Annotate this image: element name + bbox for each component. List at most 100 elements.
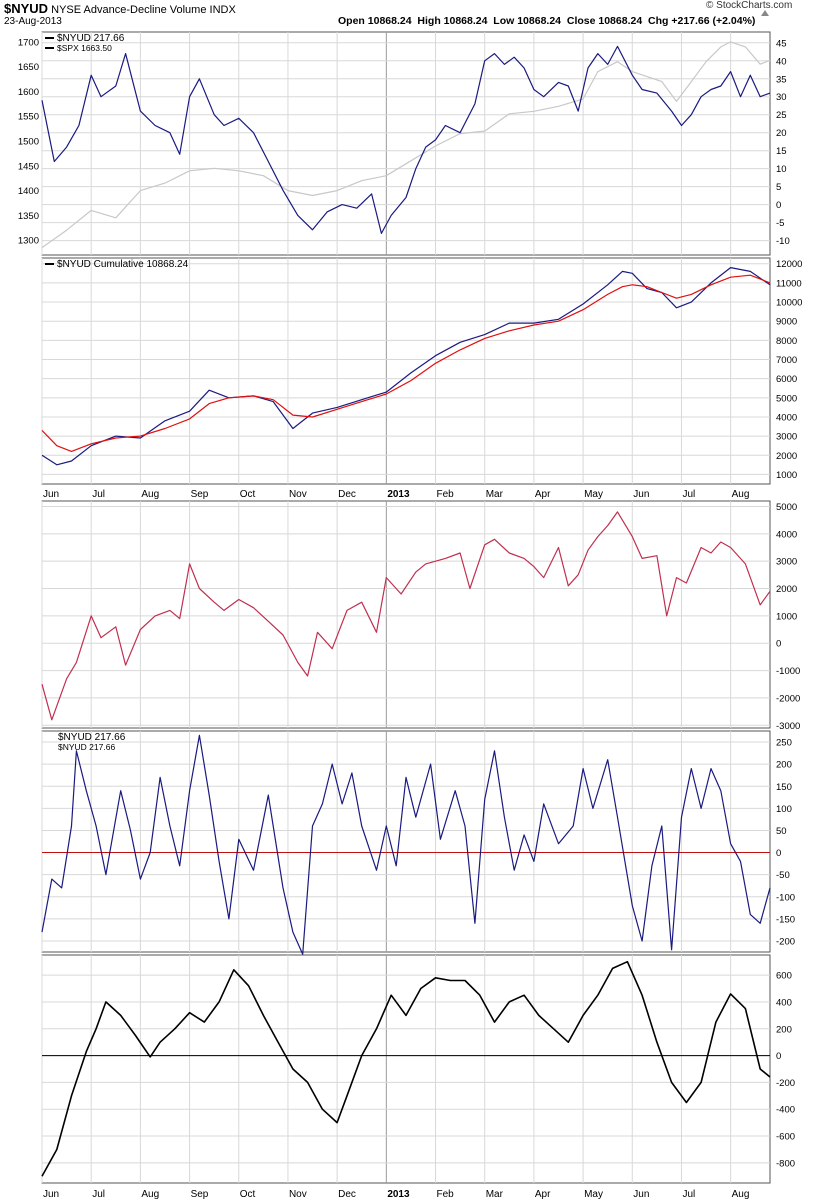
right-axis-tick: 30 <box>776 92 787 103</box>
right-axis-tick: 50 <box>776 826 787 837</box>
series-line--spx <box>41 41 771 249</box>
right-axis-tick: 600 <box>776 971 792 982</box>
left-axis-tick: 1500 <box>18 137 39 148</box>
brand-watermark: © StockCharts.com <box>706 0 793 11</box>
right-axis-tick: -150 <box>776 914 795 925</box>
right-axis-tick: 5000 <box>776 393 797 404</box>
right-axis-tick: 45 <box>776 38 787 49</box>
chart-date: 23-Aug-2013 <box>4 16 62 27</box>
panel-frame <box>41 730 771 953</box>
right-axis-tick: 6000 <box>776 374 797 385</box>
right-axis-tick: -200 <box>776 1078 795 1089</box>
right-axis-tick: -800 <box>776 1158 795 1169</box>
legend-entry: $SPX 1663.50 <box>57 43 112 53</box>
left-axis-tick: 1300 <box>18 236 39 247</box>
low-value: 10868.24 <box>517 15 562 27</box>
series-line--nyud <box>41 734 771 955</box>
right-axis-tick: 1000 <box>776 470 797 481</box>
right-axis-tick: 5 <box>776 182 781 193</box>
right-axis-tick: -1000 <box>776 666 800 677</box>
high-value: 10868.24 <box>443 15 488 27</box>
panel-frame <box>41 954 771 1184</box>
x-axis-tick: Feb <box>437 489 455 500</box>
x-axis-tick: Aug <box>141 1189 159 1200</box>
right-axis-tick: 150 <box>776 782 792 793</box>
right-axis-tick: 15 <box>776 146 787 157</box>
x-axis-tick: Aug <box>732 1189 750 1200</box>
right-axis-tick: -2000 <box>776 693 800 704</box>
left-axis-tick: 1650 <box>18 62 39 73</box>
right-axis-tick: 35 <box>776 74 787 85</box>
x-axis-tick: Jul <box>682 489 695 500</box>
x-axis-tick: Feb <box>437 1189 455 1200</box>
left-axis-tick: 1700 <box>18 37 39 48</box>
high-label: High <box>417 15 441 27</box>
right-axis-tick: 0 <box>776 1051 781 1062</box>
x-axis-tick: Jun <box>633 1189 649 1200</box>
right-axis-tick: 20 <box>776 128 787 139</box>
panel-5 <box>41 954 771 1184</box>
x-axis-tick: Jul <box>92 489 105 500</box>
low-label: Low <box>493 15 515 27</box>
right-axis-tick: 8000 <box>776 336 797 347</box>
x-axis-tick: Nov <box>289 489 307 500</box>
right-axis-tick: -200 <box>776 936 795 947</box>
x-axis-tick: May <box>584 1189 603 1200</box>
left-axis-tick: 1600 <box>18 87 39 98</box>
x-axis-tick: Aug <box>732 489 750 500</box>
panel-frame <box>41 257 771 485</box>
close-value: 10868.24 <box>598 15 643 27</box>
x-axis-tick: 2013 <box>387 489 410 500</box>
right-axis-tick: 3000 <box>776 557 797 568</box>
right-axis-tick: 25 <box>776 110 787 121</box>
legend-entry: $NYUD Cumulative 10868.24 <box>57 259 189 270</box>
right-axis-tick: 2000 <box>776 584 797 595</box>
chart-title: NYSE Advance-Decline Volume <box>51 4 207 16</box>
right-axis-tick: -5 <box>776 218 784 229</box>
x-axis-tick: Aug <box>141 489 159 500</box>
right-axis-tick: 1000 <box>776 611 797 622</box>
right-axis-tick: 5000 <box>776 502 797 513</box>
x-axis-tick: Dec <box>338 1189 356 1200</box>
right-axis-tick: -100 <box>776 892 795 903</box>
close-label: Close <box>566 15 596 27</box>
right-axis-tick: 2000 <box>776 451 797 462</box>
right-axis-tick: 200 <box>776 1024 792 1035</box>
right-axis-tick: 10000 <box>776 298 802 309</box>
right-axis-tick: -50 <box>776 870 790 881</box>
ohlc-summary: Open 10868.24 High 10868.24 Low 10868.24… <box>338 15 755 27</box>
left-axis-tick: 1400 <box>18 186 39 197</box>
x-axis-tick: Oct <box>240 1189 256 1200</box>
x-axis-tick: Nov <box>289 1189 307 1200</box>
left-axis-tick: 1350 <box>18 211 39 222</box>
panel-3 <box>41 500 771 729</box>
right-axis-tick: 7000 <box>776 355 797 366</box>
x-axis-tick: Sep <box>191 489 209 500</box>
right-axis-tick: 250 <box>776 738 792 749</box>
legend-entry: $NYUD 217.66 <box>58 732 126 743</box>
exchange: INDX <box>209 4 236 16</box>
left-axis-tick: 1550 <box>18 112 39 123</box>
right-axis-tick: 400 <box>776 997 792 1008</box>
panel-2 <box>41 257 771 485</box>
right-axis-tick: 9000 <box>776 317 797 328</box>
open-value: 10868.24 <box>367 15 412 27</box>
right-axis-tick: 0 <box>776 848 781 859</box>
x-axis-tick: Dec <box>338 489 356 500</box>
x-axis-tick: Jul <box>92 1189 105 1200</box>
series-line-cumulative <box>41 267 771 466</box>
right-axis-tick: 0 <box>776 639 781 650</box>
x-axis-tick: Apr <box>535 1189 551 1200</box>
x-axis-tick: Mar <box>486 489 504 500</box>
right-axis-tick: 10 <box>776 164 787 175</box>
panel-frame <box>41 500 771 729</box>
chg-label: Chg <box>648 15 669 27</box>
series-line-moving-avg <box>41 274 771 452</box>
open-label: Open <box>338 15 365 27</box>
symbol: $NYUD <box>4 1 49 16</box>
right-axis-tick: -600 <box>776 1132 795 1143</box>
chg-value: +217.66 (+2.04%) <box>671 15 756 27</box>
x-axis-tick: Jun <box>43 1189 59 1200</box>
panel-1 <box>41 31 771 256</box>
